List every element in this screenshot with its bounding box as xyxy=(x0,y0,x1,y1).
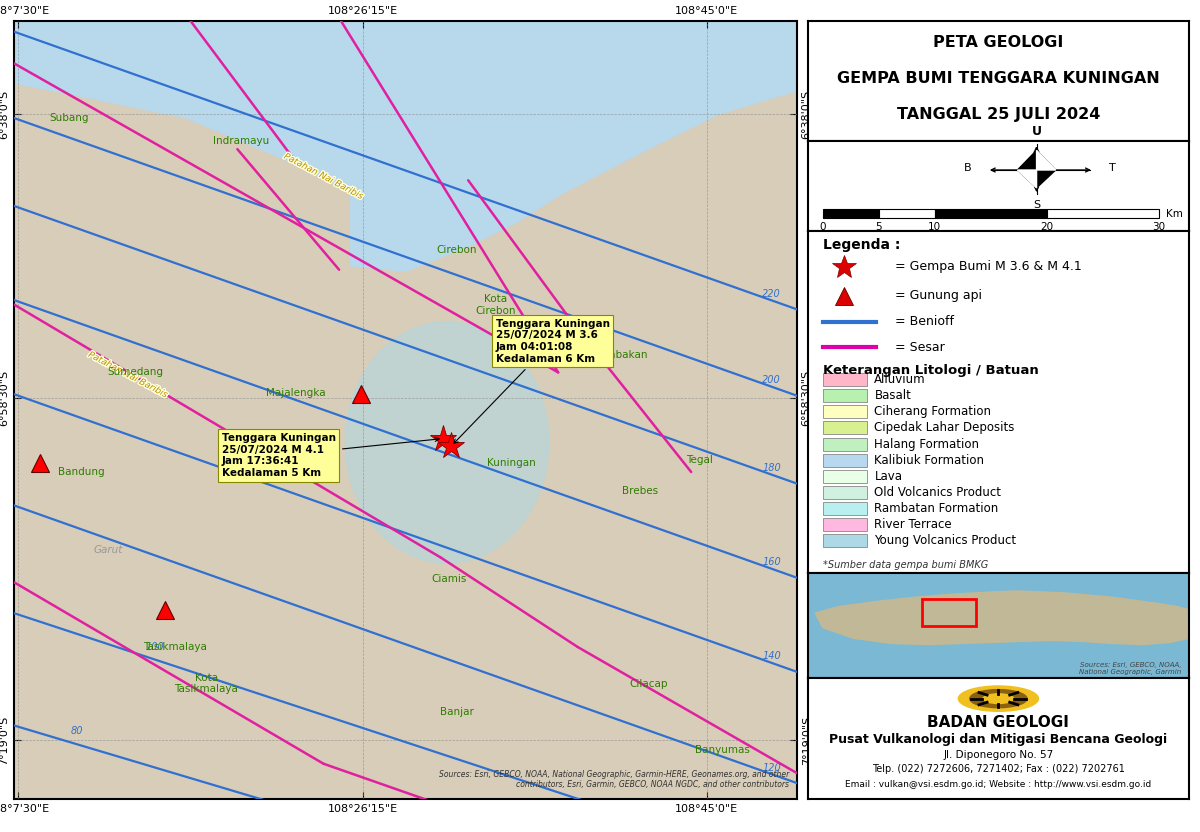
Text: lokasi :: lokasi : xyxy=(823,602,874,616)
Text: Lava: Lava xyxy=(875,470,902,483)
Text: 200: 200 xyxy=(762,375,781,385)
Text: Cipedak Lahar Deposits: Cipedak Lahar Deposits xyxy=(875,422,1015,434)
Polygon shape xyxy=(815,591,1189,645)
Text: 30: 30 xyxy=(1152,222,1165,232)
Text: BADAN GEOLOGI: BADAN GEOLOGI xyxy=(928,716,1069,730)
Text: Ciherang Formation: Ciherang Formation xyxy=(875,405,991,418)
Text: Pusat Vulkanologi dan Mitigasi Bencana Geologi: Pusat Vulkanologi dan Mitigasi Bencana G… xyxy=(829,732,1168,745)
Bar xyxy=(823,405,866,418)
Text: GEMPA BUMI TENGGARA KUNINGAN: GEMPA BUMI TENGGARA KUNINGAN xyxy=(838,72,1159,87)
Text: Kota
Cirebon: Kota Cirebon xyxy=(475,294,516,315)
Text: Keterangan Litologi / Batuan: Keterangan Litologi / Batuan xyxy=(823,364,1039,378)
Text: Sources: Esri, GEBCO, NOAA, National Geographic, Garmin-HERE, Geonames.org, and : Sources: Esri, GEBCO, NOAA, National Geo… xyxy=(439,770,788,790)
Text: Garut: Garut xyxy=(94,545,122,555)
Text: Indramayu: Indramayu xyxy=(214,136,270,146)
Text: Rambatan Formation: Rambatan Formation xyxy=(875,502,998,515)
Text: Banjar: Banjar xyxy=(439,706,473,716)
Text: Sumedang: Sumedang xyxy=(108,368,163,378)
Text: Alluvium: Alluvium xyxy=(875,374,926,386)
Text: Legenda :: Legenda : xyxy=(823,239,900,252)
Text: Basalt: Basalt xyxy=(875,389,911,403)
Text: = Benioff: = Benioff xyxy=(895,315,954,328)
Text: 0: 0 xyxy=(820,222,826,232)
Text: = Sesar: = Sesar xyxy=(895,341,946,354)
Ellipse shape xyxy=(346,322,548,563)
Text: TANGGAL 25 JULI 2024: TANGGAL 25 JULI 2024 xyxy=(896,107,1100,122)
Text: 220: 220 xyxy=(762,289,781,299)
Bar xyxy=(922,599,976,626)
Text: Bandung: Bandung xyxy=(58,467,104,477)
Text: U: U xyxy=(1032,125,1042,138)
Bar xyxy=(823,422,866,434)
Bar xyxy=(823,389,866,403)
Text: 120: 120 xyxy=(762,763,781,773)
Text: 100: 100 xyxy=(146,641,164,652)
Text: PETA GEOLOGI: PETA GEOLOGI xyxy=(934,35,1063,50)
Text: T: T xyxy=(1109,163,1116,173)
Text: Babakan: Babakan xyxy=(602,350,648,360)
Polygon shape xyxy=(1018,151,1056,188)
Text: Halang Formation: Halang Formation xyxy=(875,438,979,451)
Text: Patahan Nai Baribis: Patahan Nai Baribis xyxy=(86,350,169,399)
Text: *Sumber data Benioff USGS: *Sumber data Benioff USGS xyxy=(823,573,959,583)
Polygon shape xyxy=(14,21,797,271)
Text: B: B xyxy=(964,163,972,173)
Text: Telp. (022) 7272606, 7271402; Fax : (022) 7202761: Telp. (022) 7272606, 7271402; Fax : (022… xyxy=(872,764,1124,775)
Bar xyxy=(823,210,878,218)
Text: Sources: Esri, GEBCO, NOAA,
National Geographic, Garmin: Sources: Esri, GEBCO, NOAA, National Geo… xyxy=(1079,662,1182,675)
Text: Kuningan: Kuningan xyxy=(487,458,535,468)
Bar xyxy=(878,210,935,218)
Text: Kalibiuk Formation: Kalibiuk Formation xyxy=(875,453,984,467)
Text: *Data Sesar dan Geologi Pusat Survey Geologi: *Data Sesar dan Geologi Pusat Survey Geo… xyxy=(823,586,1051,597)
Text: Brebes: Brebes xyxy=(623,487,659,497)
Bar xyxy=(823,453,866,467)
Circle shape xyxy=(970,690,1027,708)
Text: Young Volcanics Product: Young Volcanics Product xyxy=(875,534,1016,547)
Text: Kota
Tasikmalaya: Kota Tasikmalaya xyxy=(174,673,238,695)
Bar xyxy=(823,534,866,547)
Polygon shape xyxy=(1037,151,1056,170)
Bar xyxy=(1046,210,1159,218)
Text: = Gempa Bumi M 3.6 & M 4.1: = Gempa Bumi M 3.6 & M 4.1 xyxy=(895,260,1082,273)
Text: 80: 80 xyxy=(71,726,83,736)
Text: River Terrace: River Terrace xyxy=(875,518,952,531)
Bar xyxy=(823,502,866,515)
Text: Majalengka: Majalengka xyxy=(266,388,326,398)
Text: Tegal: Tegal xyxy=(685,455,713,465)
Bar xyxy=(823,486,866,499)
Bar xyxy=(935,210,1046,218)
Circle shape xyxy=(959,686,1038,711)
Text: Cirebon: Cirebon xyxy=(437,245,476,255)
Text: Ciamis: Ciamis xyxy=(431,574,467,584)
Circle shape xyxy=(983,694,1014,704)
Bar xyxy=(823,374,866,386)
Text: 20: 20 xyxy=(1040,222,1054,232)
Text: Tasikmalaya: Tasikmalaya xyxy=(143,642,206,652)
Text: Banyumas: Banyumas xyxy=(695,745,750,755)
Text: 5: 5 xyxy=(876,222,882,232)
Text: Patahan Nai Baribis: Patahan Nai Baribis xyxy=(282,151,365,201)
Text: Tenggara Kuningan
25/07/2024 M 3.6
Jam 04:01:08
Kedalaman 6 Km: Tenggara Kuningan 25/07/2024 M 3.6 Jam 0… xyxy=(454,319,610,443)
Text: *Sumber data gempa bumi BMKG: *Sumber data gempa bumi BMKG xyxy=(823,560,988,570)
Text: 10: 10 xyxy=(929,222,941,232)
Text: Email : vulkan@vsi.esdm.go.id; Website : http://www.vsi.esdm.go.id: Email : vulkan@vsi.esdm.go.id; Website :… xyxy=(845,780,1152,789)
Text: 180: 180 xyxy=(762,463,781,473)
Text: Cilacap: Cilacap xyxy=(629,679,667,689)
Polygon shape xyxy=(1018,170,1037,188)
Text: = Gunung api: = Gunung api xyxy=(895,290,983,302)
Text: 140: 140 xyxy=(762,651,781,661)
Bar xyxy=(823,470,866,483)
Text: S: S xyxy=(1033,201,1040,210)
Text: 160: 160 xyxy=(762,557,781,567)
Text: Tenggara Kuningan
25/07/2024 M 4.1
Jam 17:36:41
Kedalaman 5 Km: Tenggara Kuningan 25/07/2024 M 4.1 Jam 1… xyxy=(222,433,439,478)
Bar xyxy=(823,518,866,531)
Text: Km: Km xyxy=(1166,209,1183,219)
Bar xyxy=(823,438,866,451)
Text: Subang: Subang xyxy=(49,113,89,123)
Text: Jl. Diponegoro No. 57: Jl. Diponegoro No. 57 xyxy=(943,750,1054,760)
Text: Old Volcanics Product: Old Volcanics Product xyxy=(875,486,1001,499)
